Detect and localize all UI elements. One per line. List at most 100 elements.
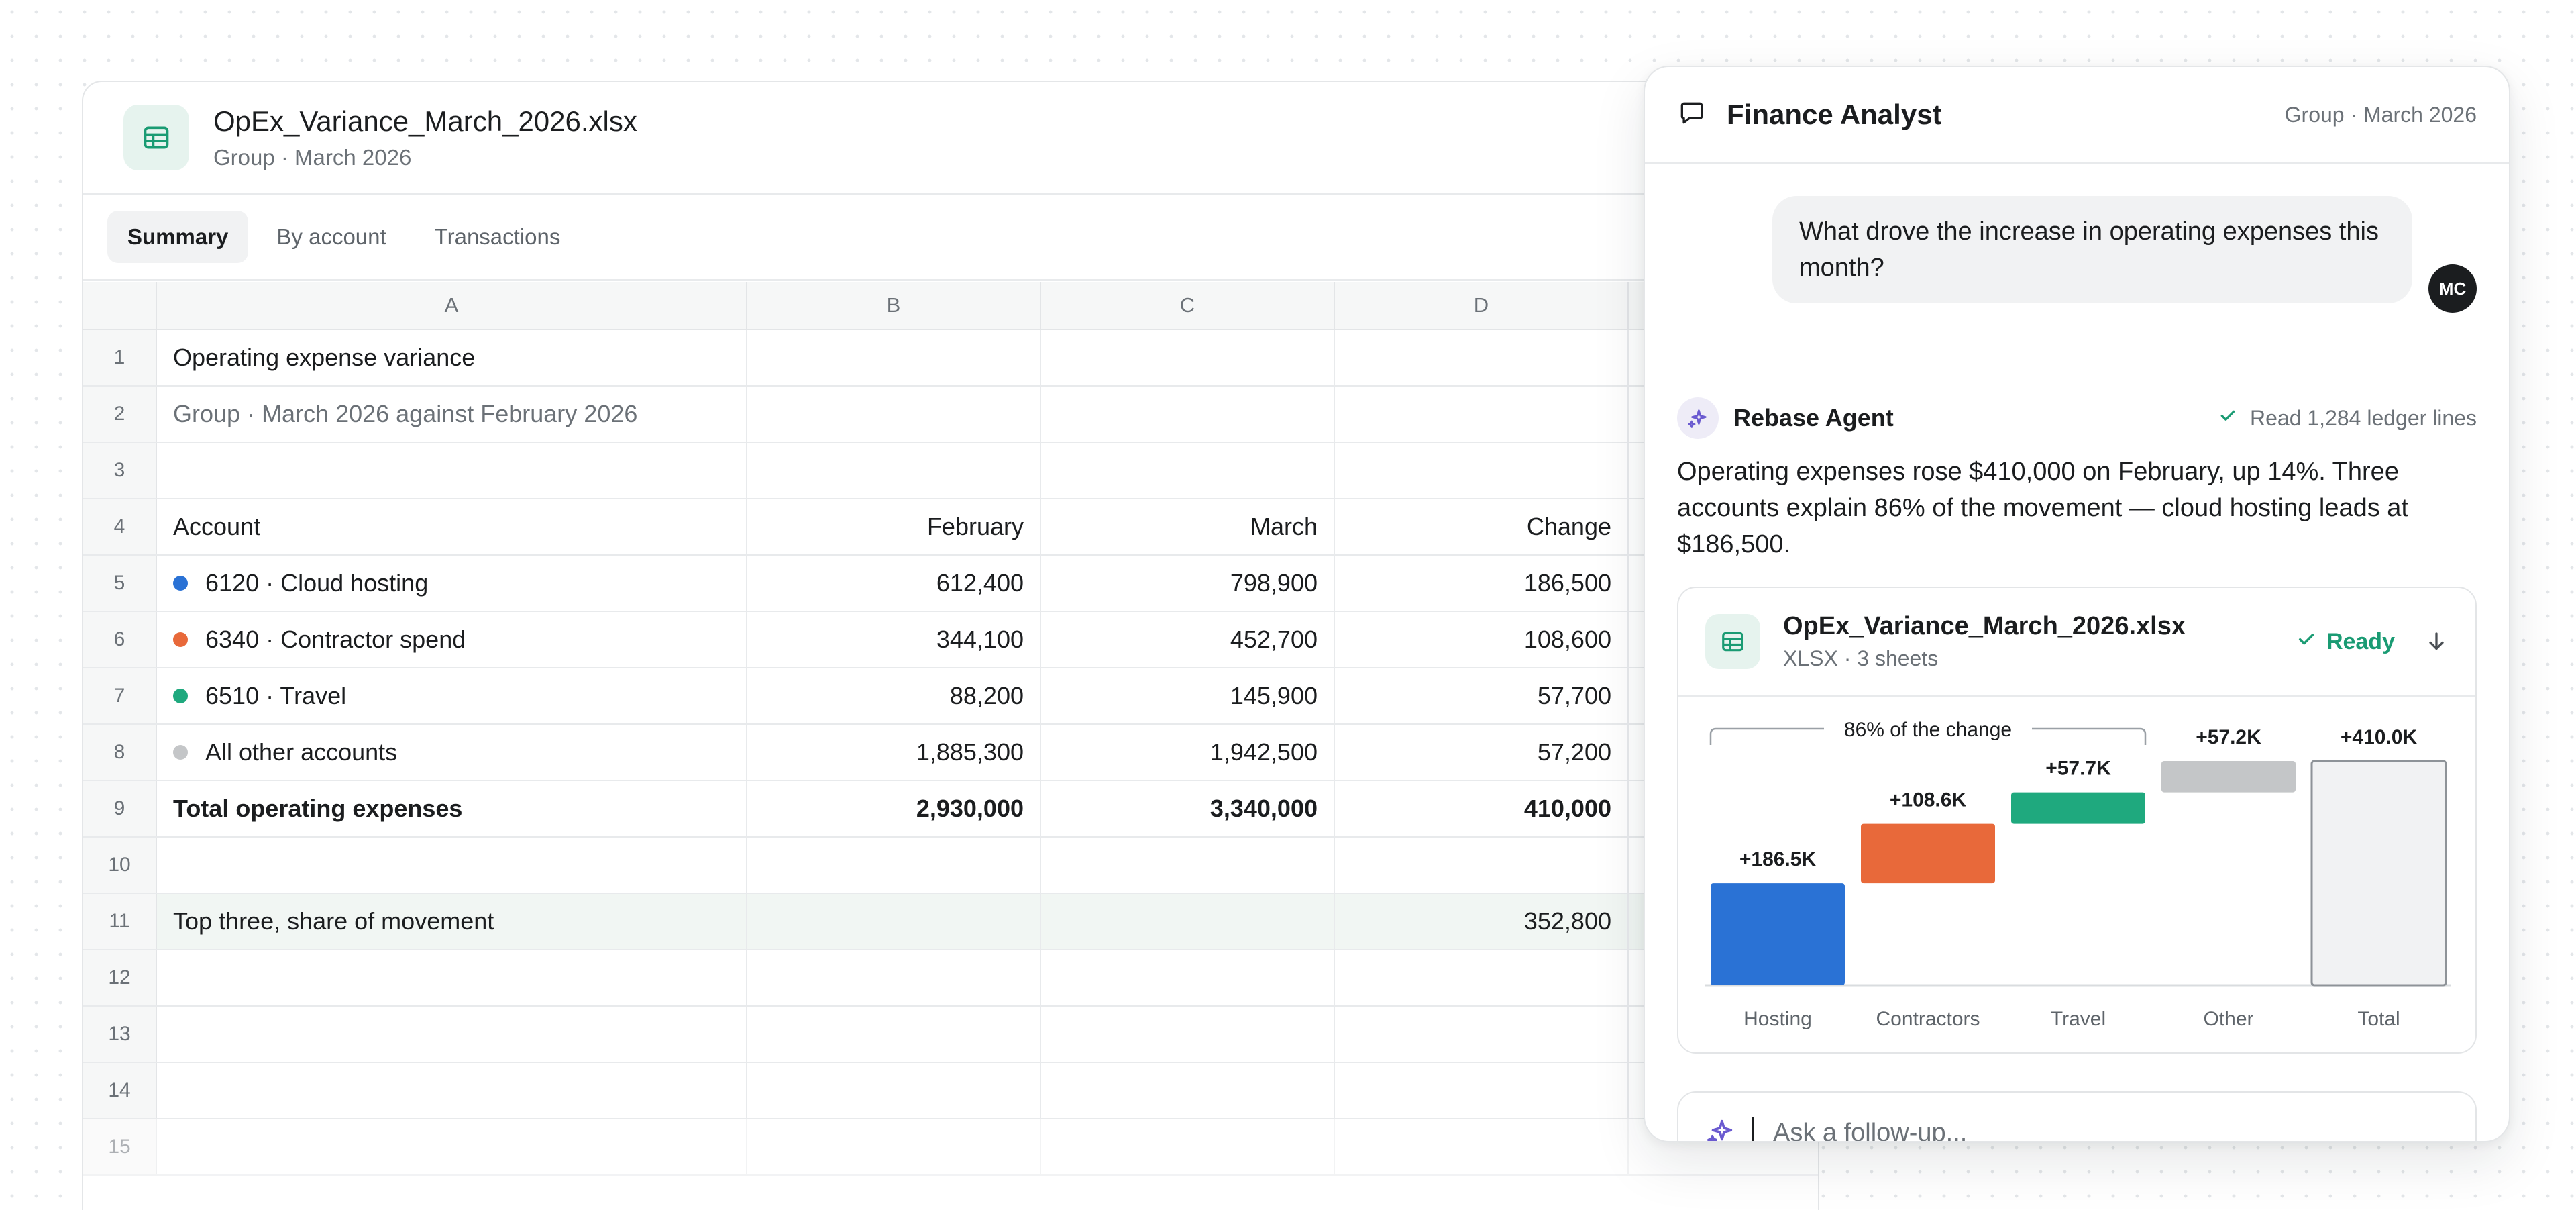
cell-d14[interactable]	[1335, 1063, 1629, 1118]
cell-d15[interactable]	[1335, 1119, 1629, 1174]
column-header-d[interactable]: D	[1335, 282, 1629, 329]
corner-cell[interactable]	[83, 282, 157, 329]
cell-a10[interactable]	[157, 838, 747, 893]
cell-a12[interactable]	[157, 950, 747, 1005]
cell-b10[interactable]	[747, 838, 1041, 893]
table-row: 12	[83, 950, 1818, 1007]
spreadsheet-grid: A B C D 1 Operating expense variance 2 G…	[83, 282, 1818, 1176]
cell-c9[interactable]: 3,340,000	[1041, 781, 1335, 836]
cell-a15[interactable]	[157, 1119, 747, 1174]
cell-c10[interactable]	[1041, 838, 1335, 893]
cell-b9[interactable]: 2,930,000	[747, 781, 1041, 836]
cell-c6[interactable]: 452,700	[1041, 612, 1335, 667]
cell-b13[interactable]	[747, 1007, 1041, 1062]
avatar[interactable]: MC	[2428, 264, 2477, 313]
row-number[interactable]: 11	[83, 894, 157, 949]
cell-d1[interactable]	[1335, 330, 1629, 385]
cell-d7[interactable]: 57,700	[1335, 668, 1629, 723]
category-label: Total	[2357, 1008, 2400, 1030]
spreadsheet-window: OpEx_Variance_March_2026.xlsx Group · Ma…	[82, 81, 1819, 1210]
cell-c8[interactable]: 1,942,500	[1041, 725, 1335, 780]
row-number[interactable]: 14	[83, 1063, 157, 1118]
cell-d12[interactable]	[1335, 950, 1629, 1005]
cell-c15[interactable]	[1041, 1119, 1335, 1174]
category-label: Travel	[2051, 1008, 2106, 1030]
agent-answer: Operating expenses rose $410,000 on Febr…	[1677, 458, 2408, 558]
cell-c13[interactable]	[1041, 1007, 1335, 1062]
download-icon[interactable]	[2424, 629, 2449, 654]
cell-c3[interactable]	[1041, 443, 1335, 498]
row-number[interactable]: 7	[83, 668, 157, 723]
cell-c1[interactable]	[1041, 330, 1335, 385]
cell-d8[interactable]: 57,200	[1335, 725, 1629, 780]
cell-a7[interactable]: 6510 · Travel	[157, 668, 747, 723]
row-number[interactable]: 1	[83, 330, 157, 385]
cell-d13[interactable]	[1335, 1007, 1629, 1062]
tab-summary[interactable]: Summary	[107, 211, 249, 263]
cell-b1[interactable]	[747, 330, 1041, 385]
row-number[interactable]: 6	[83, 612, 157, 667]
cell-b5[interactable]: 612,400	[747, 556, 1041, 611]
row-number[interactable]: 3	[83, 443, 157, 498]
cell-a9[interactable]: Total operating expenses	[157, 781, 747, 836]
cell-b2[interactable]	[747, 387, 1041, 442]
row-number[interactable]: 13	[83, 1007, 157, 1062]
row-number[interactable]: 9	[83, 781, 157, 836]
account-label: 6120 · Cloud hosting	[205, 569, 429, 597]
user-message: What drove the increase in operating exp…	[1772, 196, 2412, 303]
chat-bubble-icon	[1677, 99, 1707, 132]
cell-d10[interactable]	[1335, 838, 1629, 893]
row-number[interactable]: 12	[83, 950, 157, 1005]
column-header-c[interactable]: C	[1041, 282, 1335, 329]
cell-b3[interactable]	[747, 443, 1041, 498]
cell-c4[interactable]: March	[1041, 499, 1335, 554]
cell-b6[interactable]: 344,100	[747, 612, 1041, 667]
cell-a11[interactable]: Top three, share of movement	[157, 894, 747, 949]
cell-c11[interactable]	[1041, 894, 1335, 949]
cell-c5[interactable]: 798,900	[1041, 556, 1335, 611]
column-header-b[interactable]: B	[747, 282, 1041, 329]
cell-a6[interactable]: 6340 · Contractor spend	[157, 612, 747, 667]
cell-b12[interactable]	[747, 950, 1041, 1005]
cell-b14[interactable]	[747, 1063, 1041, 1118]
row-number[interactable]: 8	[83, 725, 157, 780]
cell-a4[interactable]: Account	[157, 499, 747, 554]
cell-a8[interactable]: All other accounts	[157, 725, 747, 780]
cell-d4[interactable]: Change	[1335, 499, 1629, 554]
cell-a3[interactable]	[157, 443, 747, 498]
cell-c14[interactable]	[1041, 1063, 1335, 1118]
cell-b11[interactable]	[747, 894, 1041, 949]
tab-by-account[interactable]: By account	[276, 224, 386, 249]
row-number[interactable]: 5	[83, 556, 157, 611]
column-header-a[interactable]: A	[157, 282, 747, 329]
cell-c7[interactable]: 145,900	[1041, 668, 1335, 723]
cell-c2[interactable]	[1041, 387, 1335, 442]
cell-d6[interactable]: 108,600	[1335, 612, 1629, 667]
cell-d3[interactable]	[1335, 443, 1629, 498]
row-number[interactable]: 15	[83, 1119, 157, 1174]
row-number[interactable]: 2	[83, 387, 157, 442]
cell-a1[interactable]: Operating expense variance	[157, 330, 747, 385]
cell-d11[interactable]: 352,800	[1335, 894, 1629, 949]
follow-up-composer[interactable]	[1677, 1091, 2477, 1141]
cell-b4[interactable]: February	[747, 499, 1041, 554]
file-subtitle: Group · March 2026	[213, 145, 412, 170]
tab-transactions[interactable]: Transactions	[434, 224, 561, 249]
file-attachment-card[interactable]: OpEx_Variance_March_2026.xlsx XLSX · 3 s…	[1677, 587, 2477, 1054]
follow-up-input[interactable]	[1773, 1118, 2449, 1141]
cell-a13[interactable]	[157, 1007, 747, 1062]
cell-a2[interactable]: Group · March 2026 against February 2026	[157, 387, 747, 442]
cell-d2[interactable]	[1335, 387, 1629, 442]
cell-d5[interactable]: 186,500	[1335, 556, 1629, 611]
cell-d9[interactable]: 410,000	[1335, 781, 1629, 836]
cell-a14[interactable]	[157, 1063, 747, 1118]
cell-c12[interactable]	[1041, 950, 1335, 1005]
data-label: +108.6K	[1890, 789, 1967, 811]
cell-a5[interactable]: 6120 · Cloud hosting	[157, 556, 747, 611]
row-number[interactable]: 4	[83, 499, 157, 554]
cell-b7[interactable]: 88,200	[747, 668, 1041, 723]
row-number[interactable]: 10	[83, 838, 157, 893]
cell-b8[interactable]: 1,885,300	[747, 725, 1041, 780]
user-message-row: What drove the increase in operating exp…	[1772, 196, 2477, 313]
cell-b15[interactable]	[747, 1119, 1041, 1174]
